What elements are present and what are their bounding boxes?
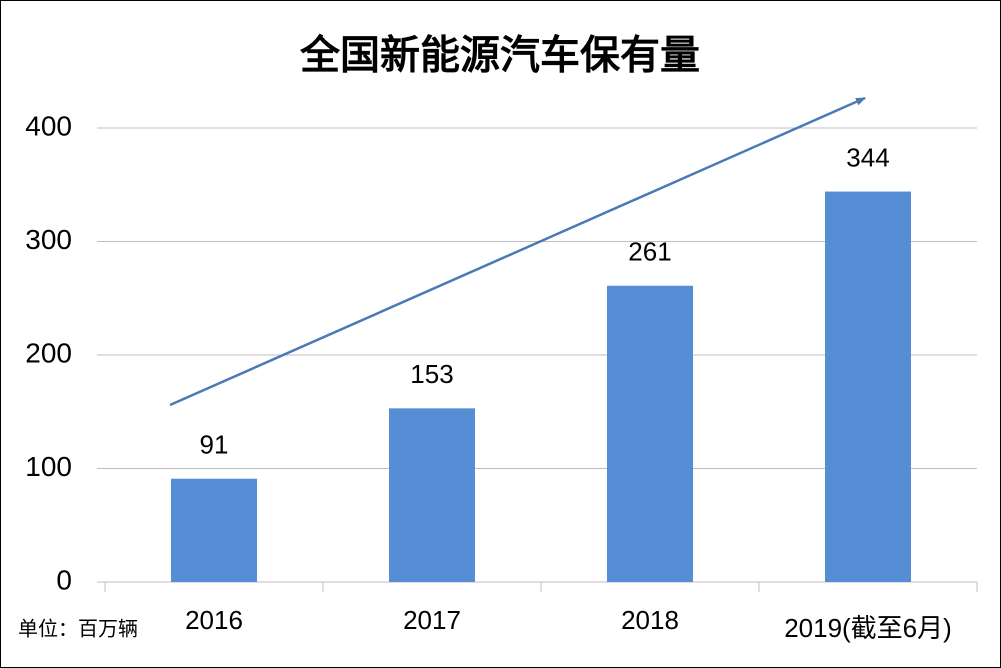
data-label: 261 xyxy=(628,237,671,267)
trend-arrow xyxy=(169,96,866,407)
bar xyxy=(607,285,693,582)
x-tick-label: 2018 xyxy=(621,605,679,635)
y-tick-label: 100 xyxy=(25,451,72,482)
data-label: 153 xyxy=(410,359,453,389)
x-tick-label: 2016 xyxy=(185,605,243,635)
unit-note: 单位：百万辆 xyxy=(18,617,138,640)
y-tick-label: 300 xyxy=(25,224,72,255)
y-tick-label: 200 xyxy=(25,337,72,368)
bar xyxy=(825,191,911,582)
plot-area: 0 100 200 300 400 2016 91 2017 153 2018 261 2019(截至… xyxy=(25,110,978,643)
y-tick-label: 0 xyxy=(56,564,72,595)
data-label: 344 xyxy=(846,142,889,172)
y-tick-label: 400 xyxy=(25,110,72,141)
bar xyxy=(171,478,257,582)
x-tick-label: 2019(截至6月) xyxy=(784,613,952,643)
chart-title: 全国新能源汽车保有量 xyxy=(299,33,700,78)
x-tick-label: 2017 xyxy=(403,605,461,635)
bar xyxy=(389,408,475,582)
data-label: 91 xyxy=(200,430,229,460)
